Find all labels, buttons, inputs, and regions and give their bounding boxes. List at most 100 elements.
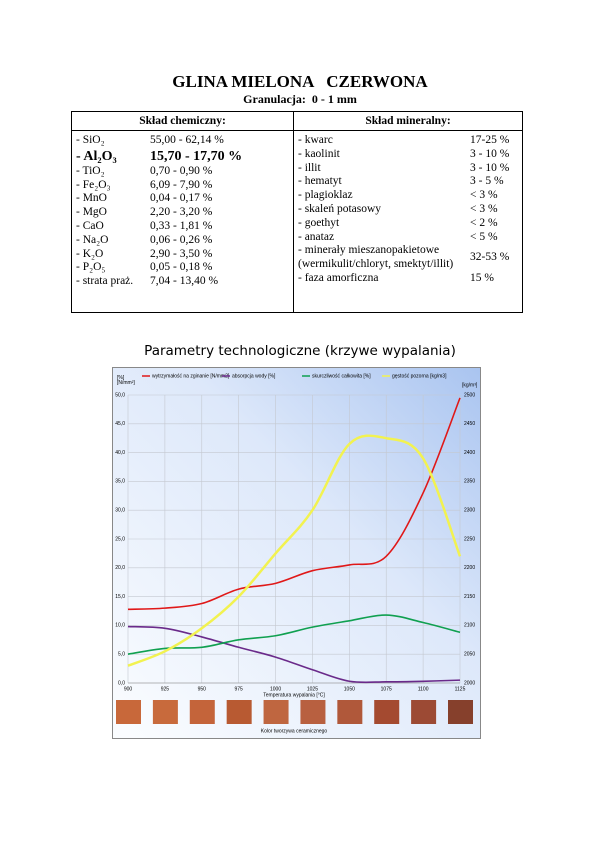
table-row: - Al₂O₃ 15,70 - 17,70 % bbox=[76, 148, 289, 165]
series-line bbox=[127, 614, 461, 655]
item-name: - Na₂O bbox=[76, 233, 109, 246]
legend-label: absorpcja wody [%] bbox=[232, 373, 276, 379]
item-value: 15 % bbox=[470, 271, 494, 284]
y2-axis-label: [kg/m³] bbox=[462, 382, 478, 388]
item-name: - kwarc bbox=[298, 134, 333, 146]
x-axis-label: Temperatura wypalania [°C] bbox=[263, 692, 325, 698]
color-swatch bbox=[411, 700, 437, 724]
item-name: - SiO₂ bbox=[76, 134, 105, 146]
table-row: - K₂O 2,90 - 3,50 % bbox=[76, 248, 289, 262]
item-name: - strata praż. bbox=[76, 275, 134, 288]
table-row: - faza amorficzna 15 % bbox=[298, 272, 518, 286]
item-value: 3 - 10 % bbox=[470, 147, 510, 160]
item-value: 2,90 - 3,50 % bbox=[150, 247, 213, 260]
chart-frame bbox=[112, 367, 481, 739]
y-tick-label: 40,0 bbox=[115, 450, 125, 456]
y-tick-label: 10,0 bbox=[115, 623, 125, 629]
table-row: - hematyt 3 - 5 % bbox=[298, 175, 518, 189]
x-tick-label: 925 bbox=[161, 686, 170, 692]
chemical-column: Skład chemiczny: - SiO₂ 55,00 - 62,14 % - A… bbox=[72, 112, 294, 312]
item-name: - kaolinit bbox=[298, 147, 340, 160]
item-value: < 3 % bbox=[470, 202, 498, 215]
item-name: - hematyt bbox=[298, 175, 342, 188]
y2-tick-label: 2450 bbox=[464, 421, 475, 427]
chart-title: Parametry technologiczne (krzywe wypalan… bbox=[144, 343, 456, 359]
chart: 0,0 5,0 10,0 15,0 20,0 25,0 30,0 35,0 40,0 45,0 50… bbox=[112, 367, 481, 739]
legend-label: gęstość pozorna [kg/m3] bbox=[392, 373, 447, 379]
table-row: - MgO 2,20 - 3,20 % bbox=[76, 206, 289, 220]
x-tick-label: 975 bbox=[234, 686, 243, 692]
item-value: 2,20 - 3,20 % bbox=[150, 206, 213, 219]
x-tick-label: 1025 bbox=[307, 686, 318, 692]
item-value: 32-53 % bbox=[470, 251, 510, 264]
color-swatch bbox=[337, 700, 363, 724]
series-line bbox=[127, 397, 461, 611]
x-tick-label: 1050 bbox=[344, 686, 355, 692]
color-swatch bbox=[263, 700, 289, 724]
series-line bbox=[127, 625, 461, 684]
item-name: - CaO bbox=[76, 219, 104, 232]
y-tick-label: 15,0 bbox=[115, 594, 125, 600]
y2-tick-label: 2200 bbox=[464, 565, 475, 571]
item-value: 3 - 10 % bbox=[470, 161, 510, 174]
color-swatch bbox=[116, 700, 141, 724]
column-heading: Skład chemiczny: bbox=[72, 112, 293, 131]
item-name: - Fe₂O₃ bbox=[76, 178, 111, 191]
table-row: - SiO₂ 55,00 - 62,14 % bbox=[76, 134, 289, 148]
y-axis-label: [%] [N/mm²] bbox=[117, 375, 135, 386]
table-row: - P₂O₅ 0,05 - 0,18 % bbox=[76, 261, 289, 275]
x-tick-label: 1075 bbox=[381, 686, 392, 692]
y-tick-label: 0,0 bbox=[118, 680, 125, 686]
item-value: < 2 % bbox=[470, 216, 498, 229]
item-value: 0,04 - 0,17 % bbox=[150, 192, 213, 205]
item-name: - skaleń potasowy bbox=[298, 202, 382, 215]
table-row: - strata praż. 7,04 - 13,40 % bbox=[76, 275, 289, 289]
y2-tick-label: 2050 bbox=[464, 652, 475, 658]
y-tick-label: 5,0 bbox=[118, 652, 125, 658]
y2-tick-label: 2150 bbox=[464, 594, 475, 600]
item-value: 0,70 - 0,90 % bbox=[150, 164, 213, 177]
color-swatch bbox=[448, 700, 473, 724]
y-tick-label: 35,0 bbox=[115, 479, 125, 485]
y2-tick-label: 2400 bbox=[464, 450, 475, 456]
item-value: 0,06 - 0,26 % bbox=[150, 233, 213, 246]
y2-tick-label: 2300 bbox=[464, 508, 475, 514]
table-row: - minerały mieszanopakietowe (wermikulit… bbox=[298, 244, 518, 272]
y2-tick-label: 2100 bbox=[464, 623, 475, 629]
y2-tick-label: 2250 bbox=[464, 536, 475, 542]
color-label: Kolor tworzywa ceramicznego bbox=[261, 728, 328, 734]
item-value: 0,05 - 0,18 % bbox=[150, 261, 213, 274]
item-name: - goethyt bbox=[298, 216, 340, 229]
item-value: 6,09 - 7,90 % bbox=[150, 178, 213, 191]
x-tick-label: 900 bbox=[124, 686, 133, 692]
item-name: - MnO bbox=[76, 192, 107, 205]
color-swatch bbox=[152, 700, 178, 724]
item-value: 7,04 - 13,40 % bbox=[150, 275, 219, 288]
item-value: 0,33 - 1,81 % bbox=[150, 219, 213, 232]
item-value: 17-25 % bbox=[470, 134, 510, 146]
y2-tick-label: 2000 bbox=[464, 680, 475, 686]
y-tick-label: 45,0 bbox=[115, 421, 125, 427]
color-swatch bbox=[300, 700, 326, 724]
subtitle: Granulacja: 0 - 1 mm bbox=[243, 92, 357, 106]
table-row: - TiO₂ 0,70 - 0,90 % bbox=[76, 165, 289, 179]
item-name: - MgO bbox=[76, 206, 107, 219]
x-tick-label: 950 bbox=[198, 686, 207, 692]
x-tick-label: 1100 bbox=[418, 686, 429, 692]
item-name: - TiO₂ bbox=[76, 164, 105, 177]
item-value: 3 - 5 % bbox=[470, 175, 504, 188]
item-value: 55,00 - 62,14 % bbox=[150, 134, 224, 146]
x-tick-label: 1125 bbox=[455, 686, 466, 692]
item-value: < 3 % bbox=[470, 189, 498, 202]
y2-tick-label: 2500 bbox=[464, 392, 475, 398]
table-row: - goethyt < 2 % bbox=[298, 217, 518, 231]
item-value: < 5 % bbox=[470, 230, 498, 243]
item-name: - illit bbox=[298, 161, 321, 174]
item-name: - minerały mieszanopakietowe (wermikulit… bbox=[298, 244, 454, 271]
y-tick-label: 20,0 bbox=[115, 565, 125, 571]
table-row: - plagioklaz < 3 % bbox=[298, 189, 518, 203]
item-name: - K₂O bbox=[76, 247, 104, 260]
item-name: - faza amorficzna bbox=[298, 271, 379, 284]
y-tick-label: 25,0 bbox=[115, 536, 125, 542]
